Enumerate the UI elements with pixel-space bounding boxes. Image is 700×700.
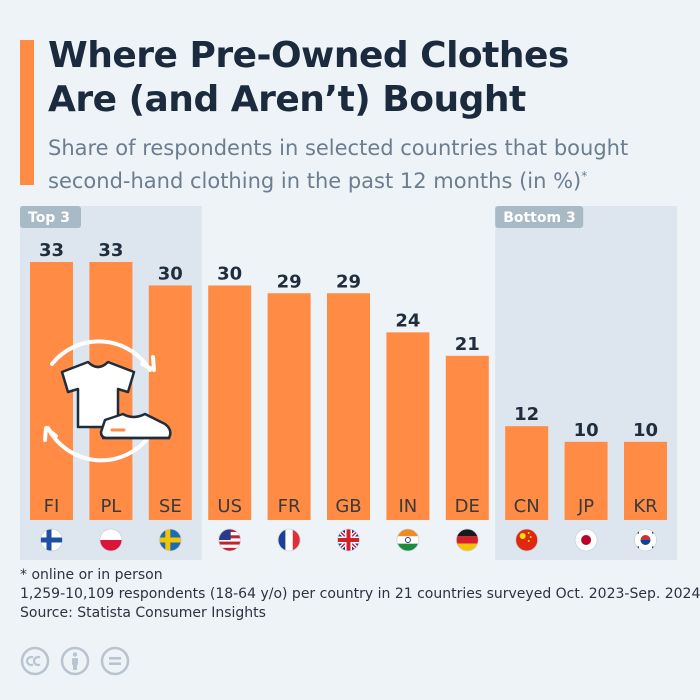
japan-flag-icon: [574, 528, 598, 552]
value-label-pl: 33: [98, 240, 123, 261]
bar-jp: [564, 441, 608, 520]
accent-bar: [20, 40, 34, 185]
page-title: Where Pre-Owned Clothes Are (and Aren’t) …: [48, 34, 688, 122]
category-label-us: US: [217, 496, 242, 517]
poland-flag-icon: [99, 528, 123, 552]
group-label-1: Bottom 3: [503, 210, 576, 226]
value-label-se: 30: [158, 263, 183, 284]
footnote-source: Source: Statista Consumer Insights: [20, 605, 266, 621]
group-label-0: Top 3: [28, 210, 70, 226]
finland-flag-icon: [40, 528, 63, 552]
category-label-pl: PL: [100, 496, 121, 517]
china-flag-icon: [515, 528, 539, 552]
bar-cn: [505, 426, 549, 520]
no-derivatives-icon[interactable]: [100, 646, 130, 676]
usa-flag-icon: [218, 528, 242, 552]
germany-flag-icon: [455, 528, 479, 552]
value-label-cn: 12: [514, 404, 539, 425]
bar-kr: [624, 441, 667, 520]
category-label-se: SE: [159, 496, 182, 517]
title-line-1: Where Pre-Owned Clothes: [48, 35, 569, 76]
bar-fr: [267, 293, 311, 520]
category-label-gb: GB: [335, 496, 361, 517]
category-label-cn: CN: [514, 496, 540, 517]
shirt-and-sneaker-recycle-icon: [43, 339, 172, 463]
category-label-kr: KR: [633, 496, 657, 517]
bar-gb: [327, 293, 370, 520]
footnotes: * online or in person 1,259-10,109 respo…: [20, 566, 700, 623]
group-label-bg-0: [20, 206, 81, 228]
subtitle: Share of respondents in selected countri…: [48, 134, 688, 195]
category-label-fr: FR: [278, 496, 301, 517]
footnote-sample: 1,259-10,109 respondents (18-64 y/o) per…: [20, 586, 700, 602]
value-label-in: 24: [395, 310, 420, 331]
attribution-icon[interactable]: [60, 646, 90, 676]
bar-chart: Top 3 Bottom 3 33 FI 33 PL 30 SE 30 US 29 FR 29 GB 24 I…: [20, 206, 677, 560]
footnote-note: * online or in person: [20, 567, 163, 583]
bar-in: [386, 332, 430, 520]
value-label-kr: 10: [633, 420, 658, 441]
category-label-fi: FI: [44, 496, 60, 517]
value-label-jp: 10: [574, 420, 599, 441]
value-label-de: 21: [455, 334, 480, 355]
subtitle-line-1: Share of respondents in selected countri…: [48, 136, 629, 160]
france-flag-icon: [277, 528, 301, 552]
category-label-in: IN: [399, 496, 418, 517]
korea-flag-icon: [634, 528, 657, 552]
subtitle-asterisk: *: [581, 169, 588, 183]
value-label-fi: 33: [39, 240, 64, 261]
subtitle-line-2: second-hand clothing in the past 12 mont…: [48, 169, 582, 193]
bar-se: [148, 285, 192, 520]
category-label-de: DE: [455, 496, 480, 517]
title-line-2: Are (and Aren’t) Bought: [48, 79, 526, 120]
category-label-jp: JP: [577, 496, 594, 517]
group-label-bg-1: [495, 206, 584, 228]
license-icons: [20, 646, 130, 676]
cc-icon[interactable]: [20, 646, 50, 676]
value-label-fr: 29: [277, 271, 302, 292]
bar-de: [445, 355, 489, 520]
uk-flag-icon: [337, 528, 360, 552]
bar-us: [208, 285, 252, 520]
value-label-gb: 29: [336, 271, 361, 292]
bar-fi: [30, 262, 73, 520]
value-label-us: 30: [217, 263, 242, 284]
india-flag-icon: [396, 528, 420, 552]
sweden-flag-icon: [158, 528, 182, 552]
